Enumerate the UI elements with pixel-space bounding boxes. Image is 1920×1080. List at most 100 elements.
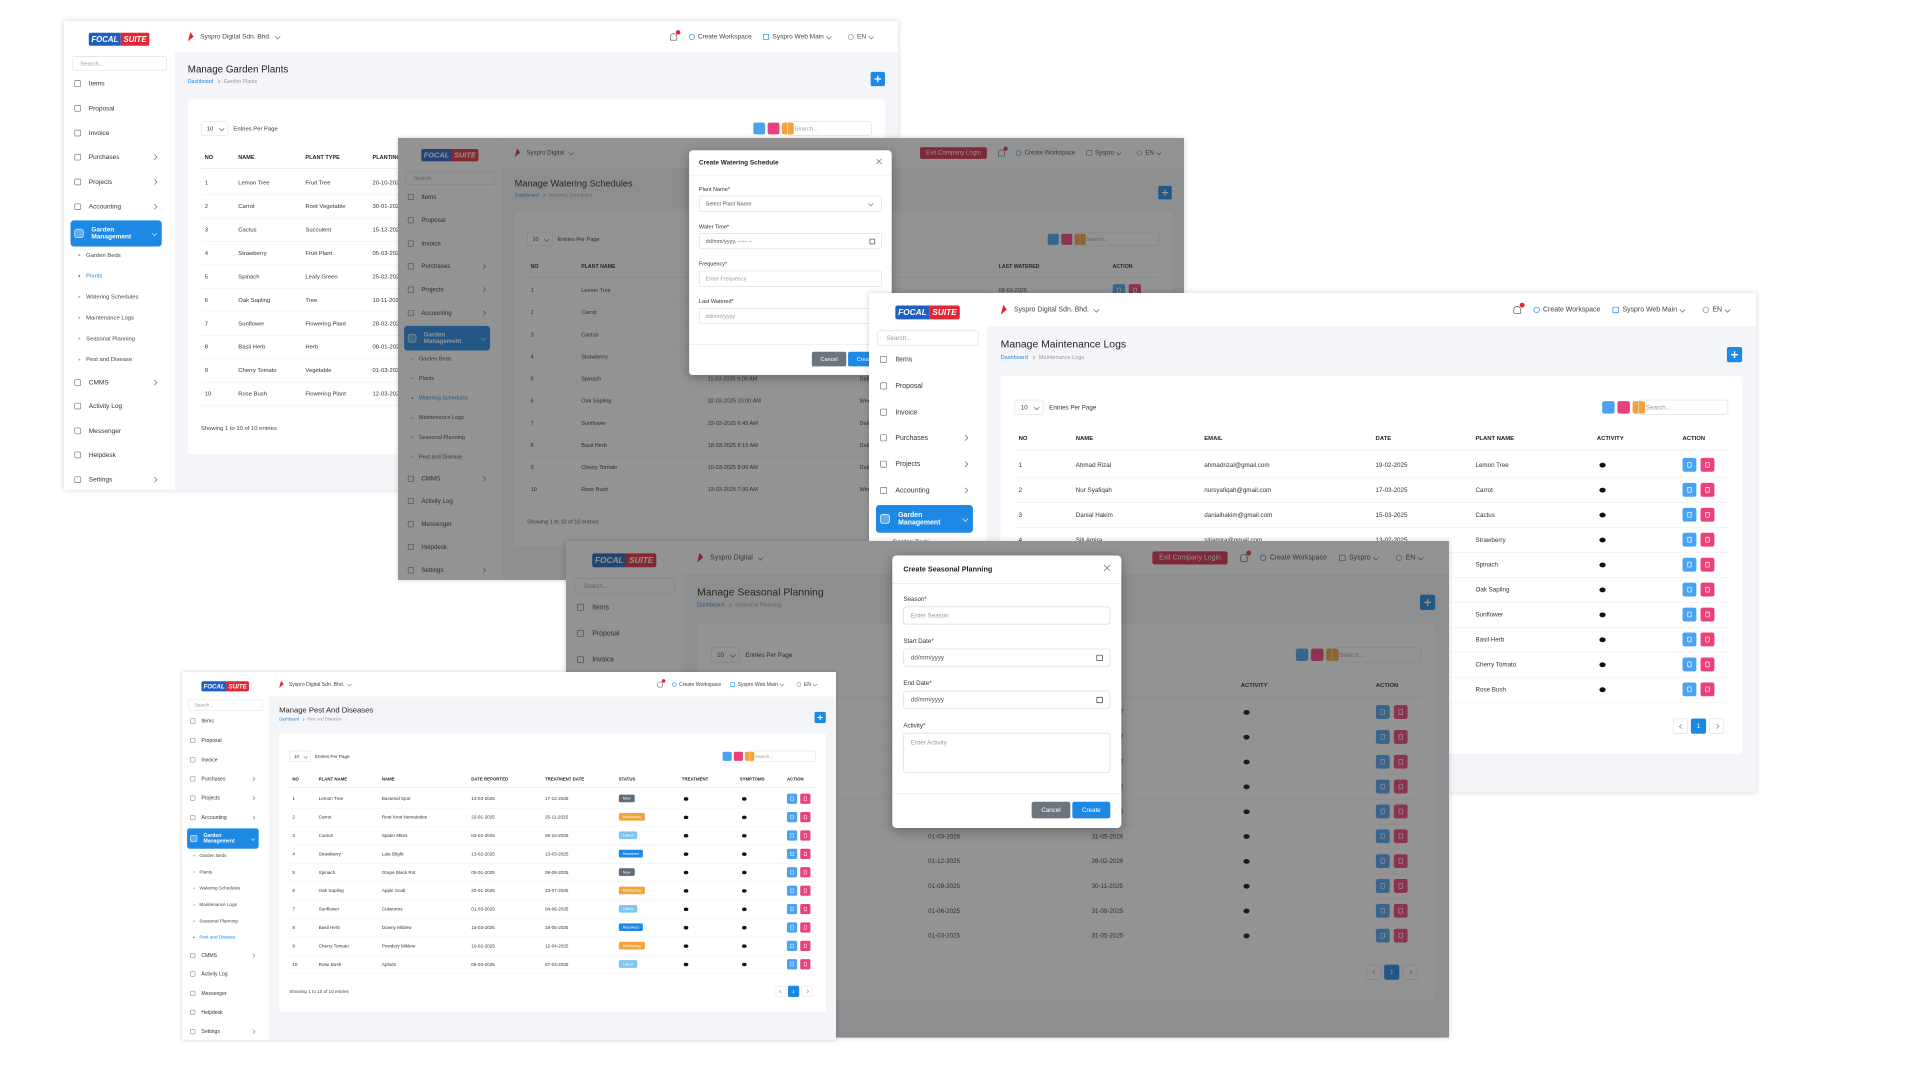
- delete-button[interactable]: [1700, 507, 1715, 522]
- subnav-item[interactable]: Seasonal Planning: [78, 331, 135, 345]
- edit-button[interactable]: [787, 811, 798, 823]
- nav-item[interactable]: Helpdesk: [71, 447, 162, 463]
- sidebar-search[interactable]: Search...: [71, 56, 167, 71]
- notification-bell[interactable]: [1513, 302, 1525, 314]
- edit-button[interactable]: [787, 848, 798, 860]
- delete-button[interactable]: [800, 922, 811, 933]
- delete-button[interactable]: [800, 903, 811, 915]
- nav-item[interactable]: Helpdesk: [187, 1006, 259, 1018]
- nav-item[interactable]: Messenger: [187, 987, 259, 999]
- page-number[interactable]: 1: [787, 985, 800, 997]
- nav-item[interactable]: Purchases: [187, 773, 259, 785]
- page-prev[interactable]: [1672, 718, 1689, 734]
- nav-item[interactable]: Invoice: [876, 404, 973, 421]
- subnav-item[interactable]: Pest and Disease: [78, 352, 132, 366]
- delete-button[interactable]: [1700, 482, 1715, 497]
- nav-item[interactable]: Items: [876, 351, 973, 368]
- nav-item[interactable]: Proposal: [71, 100, 162, 116]
- toolbar-button[interactable]: [753, 122, 766, 135]
- subnav-item[interactable]: Seasonal Planning: [193, 915, 238, 926]
- delete-button[interactable]: [1700, 532, 1715, 547]
- company-switcher[interactable]: Syspro Digital Sdn. Bhd.: [279, 680, 355, 688]
- text-input[interactable]: Enter Frequency: [698, 270, 882, 287]
- language-switcher[interactable]: EN: [847, 33, 879, 40]
- edit-button[interactable]: [1682, 657, 1697, 672]
- cancel-button[interactable]: Cancel: [1031, 801, 1071, 819]
- edit-button[interactable]: [1682, 482, 1697, 497]
- delete-button[interactable]: [800, 959, 811, 970]
- table-search[interactable]: Search...: [749, 750, 816, 762]
- company-switcher[interactable]: Syspro Digital Sdn. Bhd.: [187, 32, 285, 42]
- notification-bell[interactable]: [669, 29, 681, 41]
- toolbar-button[interactable]: [1632, 401, 1646, 414]
- text-input[interactable]: Enter Activity: [903, 732, 1111, 773]
- nav-item-active[interactable]: Garden Management: [70, 220, 162, 247]
- nav-item[interactable]: Projects: [187, 792, 259, 804]
- nav-item[interactable]: Accounting: [876, 482, 973, 499]
- edit-button[interactable]: [1682, 457, 1697, 472]
- subnav-item[interactable]: Watering Schedules: [78, 289, 138, 303]
- cancel-button[interactable]: Cancel: [811, 351, 847, 367]
- add-button[interactable]: [814, 711, 826, 724]
- create-workspace[interactable]: Create Workspace: [1533, 306, 1600, 313]
- edit-button[interactable]: [787, 903, 798, 915]
- nav-item[interactable]: CMMS: [71, 375, 162, 391]
- delete-button[interactable]: [1700, 682, 1715, 697]
- add-button[interactable]: [1726, 347, 1743, 363]
- nav-item[interactable]: Activity Log: [187, 968, 259, 980]
- nav-item-active[interactable]: Garden Management: [875, 505, 973, 533]
- nav-item[interactable]: Items: [71, 76, 162, 92]
- per-page-select[interactable]: 10: [200, 121, 229, 136]
- subnav-item[interactable]: Watering Schedules: [193, 883, 240, 894]
- nav-item[interactable]: Settings: [187, 1026, 259, 1038]
- toolbar-button[interactable]: [1617, 401, 1630, 414]
- edit-button[interactable]: [1682, 582, 1697, 597]
- delete-button[interactable]: [1700, 607, 1715, 622]
- delete-button[interactable]: [800, 940, 811, 951]
- nav-item[interactable]: Accounting: [71, 199, 162, 215]
- text-input[interactable]: dd/mm/yyyy: [903, 690, 1111, 709]
- sidebar-search[interactable]: Search...: [877, 330, 979, 346]
- page-next[interactable]: [801, 985, 813, 997]
- breadcrumb-link[interactable]: Dashboard: [279, 716, 300, 722]
- toolbar-button[interactable]: [767, 122, 780, 135]
- text-input[interactable]: dd/mm/yyyy: [903, 648, 1111, 667]
- app-switcher[interactable]: Syspro Web Main: [763, 33, 836, 40]
- text-input[interactable]: Enter Season: [903, 606, 1111, 625]
- create-workspace[interactable]: Create Workspace: [671, 681, 721, 687]
- edit-button[interactable]: [1682, 507, 1697, 522]
- delete-button[interactable]: [1700, 457, 1715, 472]
- edit-button[interactable]: [1682, 607, 1697, 622]
- close-button[interactable]: [876, 158, 883, 165]
- nav-item[interactable]: Projects: [71, 174, 162, 190]
- edit-button[interactable]: [787, 867, 798, 878]
- subnav-item[interactable]: Garden Beds: [193, 850, 226, 861]
- delete-button[interactable]: [1700, 582, 1715, 597]
- subnav-item[interactable]: Pest and Disease: [193, 932, 235, 943]
- edit-button[interactable]: [787, 885, 798, 896]
- language-switcher[interactable]: EN: [796, 681, 821, 687]
- toolbar-button[interactable]: [745, 751, 755, 761]
- edit-button[interactable]: [787, 793, 798, 804]
- delete-button[interactable]: [800, 811, 811, 823]
- text-input[interactable]: dd/mm/yyyy, --:-- --: [698, 233, 882, 250]
- app-switcher[interactable]: Syspro Web Main: [730, 681, 787, 687]
- breadcrumb-link[interactable]: Dashboard: [187, 78, 214, 85]
- nav-item[interactable]: Purchases: [876, 430, 973, 447]
- nav-item[interactable]: Accounting: [187, 811, 259, 823]
- delete-button[interactable]: [800, 885, 811, 896]
- page-next[interactable]: [1708, 718, 1725, 734]
- subnav-item[interactable]: Garden Beds: [78, 248, 121, 262]
- nav-item[interactable]: Proposal: [876, 378, 973, 395]
- delete-button[interactable]: [1700, 632, 1715, 647]
- subnav-item[interactable]: Maintenance Logs: [193, 899, 237, 910]
- create-workspace[interactable]: Create Workspace: [688, 33, 752, 40]
- nav-item[interactable]: Invoice: [187, 754, 259, 766]
- notification-bell[interactable]: [657, 678, 666, 688]
- toolbar-button[interactable]: [733, 751, 744, 761]
- company-switcher[interactable]: Syspro Digital Sdn. Bhd.: [1000, 304, 1104, 315]
- page-number[interactable]: 1: [1690, 718, 1707, 734]
- breadcrumb-link[interactable]: Dashboard: [1000, 353, 1028, 361]
- delete-button[interactable]: [1700, 657, 1715, 672]
- per-page-select[interactable]: 10: [289, 750, 311, 762]
